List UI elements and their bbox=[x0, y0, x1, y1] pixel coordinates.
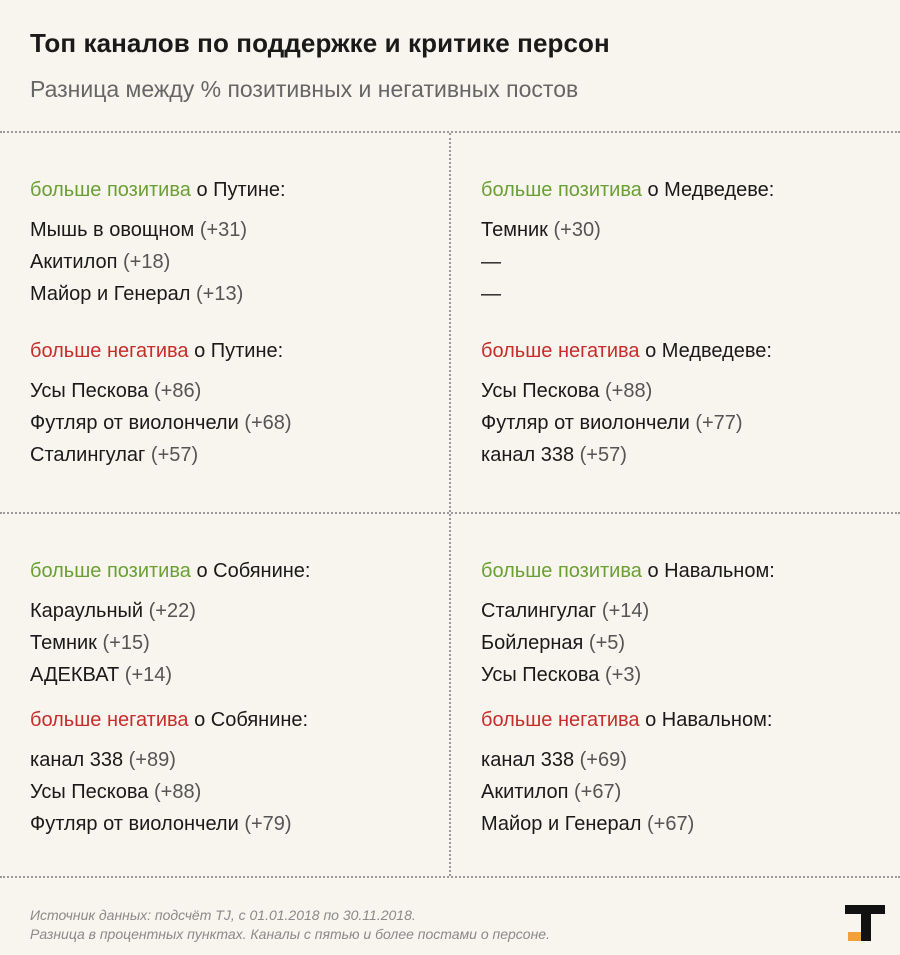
list-item: Сталингулаг (+57) bbox=[30, 444, 199, 466]
panel-sobyanin-positive: больше позитива о Собянине: Караульный (… bbox=[30, 559, 440, 691]
panel-heading: больше негатива о Медведеве: bbox=[481, 340, 772, 362]
list-item: Футляр от виолончели (+68) bbox=[30, 412, 292, 434]
list-item: АДЕКВАТ (+14) bbox=[30, 664, 173, 686]
tj-logo-icon bbox=[845, 905, 885, 941]
list-item: Усы Пескова (+88) bbox=[481, 380, 653, 402]
list-item: Футляр от виолончели (+77) bbox=[481, 412, 743, 434]
divider-vertical bbox=[449, 133, 451, 876]
list-item: Бойлерная (+5) bbox=[481, 632, 626, 654]
panel-sobyanin-negative: больше негатива о Собянине: канал 338 (+… bbox=[30, 708, 440, 840]
divider-top bbox=[0, 131, 900, 133]
panel-heading: больше позитива о Навальном: bbox=[481, 560, 775, 582]
list-item: канал 338 (+57) bbox=[481, 444, 627, 466]
panel-heading: больше негатива о Навальном: bbox=[481, 709, 773, 731]
panel-medvedev-positive: больше позитива о Медведеве: Темник (+30… bbox=[481, 178, 891, 310]
page-subtitle: Разница между % позитивных и негативных … bbox=[30, 76, 579, 102]
list-item: — bbox=[481, 283, 501, 305]
list-item: Усы Пескова (+3) bbox=[481, 664, 642, 686]
panel-navalny-negative: больше негатива о Навальном: канал 338 (… bbox=[481, 708, 891, 840]
panel-heading: больше негатива о Путине: bbox=[30, 340, 284, 362]
list-item: Футляр от виолончели (+79) bbox=[30, 813, 292, 835]
panel-heading: больше позитива о Медведеве: bbox=[481, 179, 775, 201]
list-item: канал 338 (+89) bbox=[30, 749, 176, 771]
list-item: Майор и Генерал (+67) bbox=[481, 813, 695, 835]
panel-putin-negative: больше негатива о Путине: Усы Пескова (+… bbox=[30, 339, 440, 471]
page-title: Топ каналов по поддержке и критике персо… bbox=[30, 28, 610, 58]
list-item: — bbox=[481, 251, 501, 273]
list-item: Акитилоп (+18) bbox=[30, 251, 171, 273]
list-item: Мышь в овощном (+31) bbox=[30, 219, 248, 241]
panel-navalny-positive: больше позитива о Навальном: Сталингулаг… bbox=[481, 559, 891, 691]
divider-bottom bbox=[0, 876, 900, 878]
footer-note: Источник данных: подсчёт TJ, с 01.01.201… bbox=[30, 906, 550, 944]
list-item: Караульный (+22) bbox=[30, 600, 196, 622]
list-item: Сталингулаг (+14) bbox=[481, 600, 650, 622]
panel-medvedev-negative: больше негатива о Медведеве: Усы Пескова… bbox=[481, 339, 891, 471]
list-item: Темник (+30) bbox=[481, 219, 601, 241]
logo-accent bbox=[848, 932, 861, 941]
panel-heading: больше позитива о Путине: bbox=[30, 179, 286, 201]
list-item: Акитилоп (+67) bbox=[481, 781, 622, 803]
footer-explanation: Разница в процентных пунктах. Каналы с п… bbox=[30, 926, 550, 942]
panel-heading: больше позитива о Собянине: bbox=[30, 560, 311, 582]
footer-source: Источник данных: подсчёт TJ, с 01.01.201… bbox=[30, 907, 416, 923]
list-item: Усы Пескова (+88) bbox=[30, 781, 202, 803]
panel-heading: больше негатива о Собянине: bbox=[30, 709, 309, 731]
list-item: Усы Пескова (+86) bbox=[30, 380, 202, 402]
panel-putin-positive: больше позитива о Путине: Мышь в овощном… bbox=[30, 178, 440, 310]
list-item: Темник (+15) bbox=[30, 632, 150, 654]
list-item: канал 338 (+69) bbox=[481, 749, 627, 771]
list-item: Майор и Генерал (+13) bbox=[30, 283, 244, 305]
